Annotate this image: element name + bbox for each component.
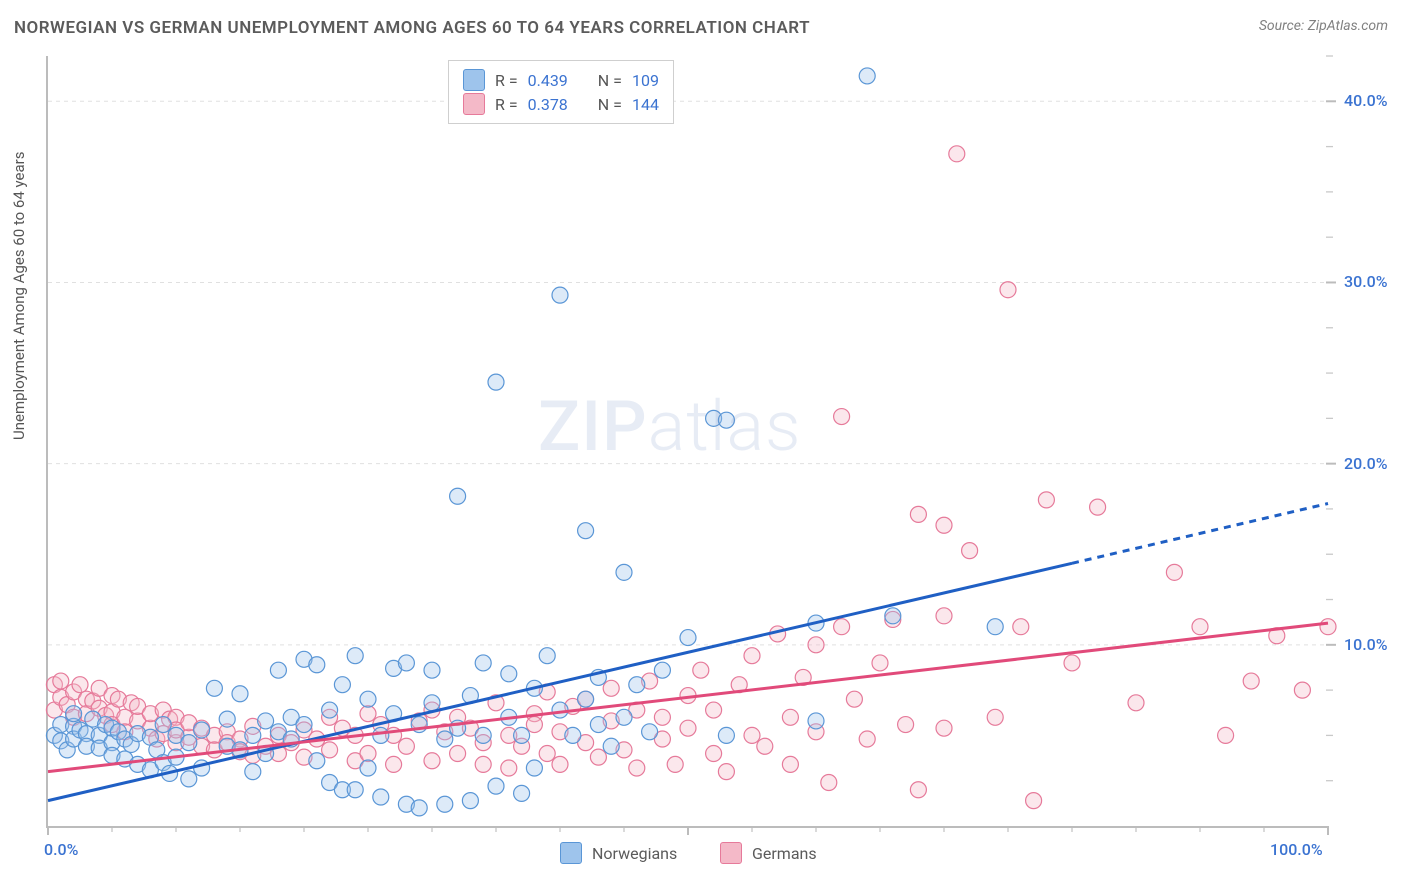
r-label: R =: [495, 71, 518, 90]
n-label: N =: [598, 71, 622, 90]
source-prefix: Source:: [1259, 18, 1308, 34]
legend-label-norwegians: Norwegians: [592, 844, 677, 863]
plot-svg: [48, 56, 1328, 826]
y-axis-label: Unemployment Among Ages 60 to 64 years: [10, 152, 28, 440]
axis-ticks: [48, 56, 1336, 835]
x-tick-label: 100.0%: [1270, 840, 1323, 859]
legend-row-norwegians: R = 0.439 N = 109: [463, 69, 659, 91]
n-value-germans: 144: [632, 95, 659, 114]
swatch-norwegians-bottom: [560, 842, 582, 864]
r-label: R =: [495, 95, 518, 114]
y-tick-label: 10.0%: [1344, 635, 1388, 654]
x-tick-label: 0.0%: [44, 840, 78, 859]
series-legend-germans: Germans: [720, 842, 817, 864]
swatch-norwegians: [463, 69, 485, 91]
y-tick-label: 30.0%: [1344, 272, 1388, 291]
chart-container: NORWEGIAN VS GERMAN UNEMPLOYMENT AMONG A…: [0, 0, 1406, 892]
series-legend-norwegians: Norwegians: [560, 842, 677, 864]
n-value-norwegians: 109: [632, 71, 659, 90]
legend-row-germans: R = 0.378 N = 144: [463, 93, 659, 115]
source-name: ZipAtlas.com: [1308, 18, 1388, 34]
y-tick-label: 40.0%: [1344, 91, 1388, 110]
swatch-germans: [463, 93, 485, 115]
legend-label-germans: Germans: [752, 844, 817, 863]
r-value-germans: 0.378: [528, 95, 568, 114]
r-value-norwegians: 0.439: [528, 71, 568, 90]
y-tick-label: 20.0%: [1344, 454, 1388, 473]
correlation-legend: R = 0.439 N = 109 R = 0.378 N = 144: [448, 60, 674, 124]
chart-title: NORWEGIAN VS GERMAN UNEMPLOYMENT AMONG A…: [14, 18, 810, 38]
gridlines: [48, 101, 1328, 645]
n-label: N =: [598, 95, 622, 114]
plot-area: ZIPatlas R = 0.439 N = 109 R = 0.378 N =…: [46, 56, 1328, 828]
trendlines: [48, 504, 1328, 801]
swatch-germans-bottom: [720, 842, 742, 864]
source-attribution: Source: ZipAtlas.com: [1259, 18, 1388, 34]
scatter-germans: [46, 146, 1336, 809]
